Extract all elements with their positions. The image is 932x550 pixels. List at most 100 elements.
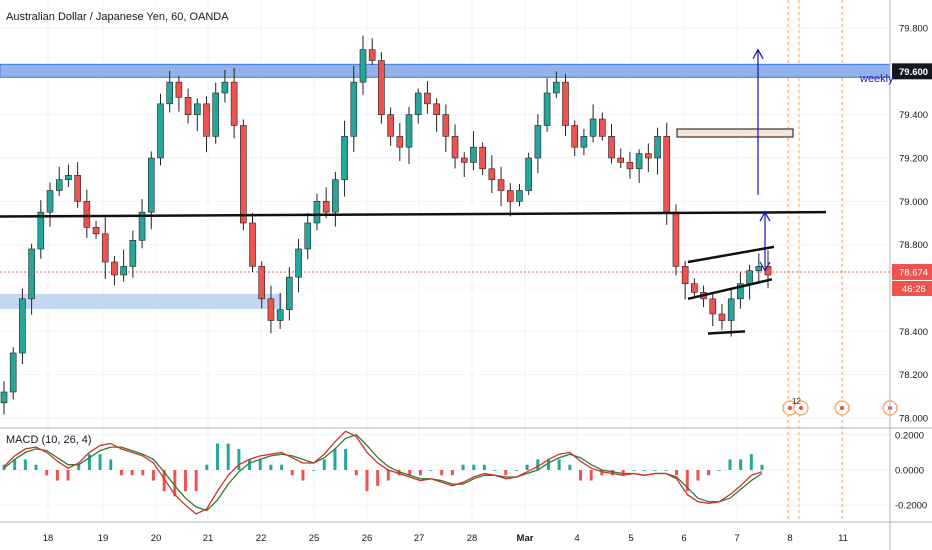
macd-histogram-bar [418,470,422,476]
candle-body [19,298,26,354]
candle-body [746,270,753,284]
time-tick-label: 5 [628,533,633,544]
candle-body [267,298,275,321]
event-marker-dot [787,405,793,411]
macd-tick-label: -0.2000 [895,501,927,512]
candle-body [709,298,717,315]
macd-histogram-bar [365,470,369,492]
candle-body [0,391,8,404]
macd-histogram-bar [525,464,529,470]
macd-histogram-bar [301,470,305,481]
macd-histogram-bar [130,470,134,476]
macd-histogram-bar [536,459,540,470]
candle-body [580,136,588,148]
macd-histogram-bar [290,470,294,476]
pennant-lower [687,278,773,301]
candle-body [368,49,376,61]
candle-body [55,179,63,191]
macd-histogram-bar [461,464,465,470]
macd-histogram-bar [312,470,316,471]
macd-line [3,430,763,515]
candle-body [414,92,422,115]
candle-body [46,190,54,213]
macd-histogram-bar [386,470,390,481]
time-tick-label: 8 [787,533,792,544]
candle-body [424,92,431,105]
candle-body [295,248,302,278]
price-tick-label: 78.800 [899,240,928,251]
macd-histogram-bar [408,470,412,476]
candle-body [451,136,459,159]
candle-body [599,118,606,137]
macd-histogram-bar [675,470,679,476]
price-tick-label: 79.200 [899,154,928,165]
resistance-price-tag [892,63,932,80]
candles[interactable] [0,35,772,415]
candle-body [65,175,72,180]
macd-histogram-bar [119,470,123,476]
macd-histogram-bar [611,470,615,476]
last-price-tag [892,263,932,280]
candle-body [672,211,680,267]
price-tick-label: 79.800 [899,24,928,35]
candle-body [727,298,735,321]
time-tick-label: 11 [838,533,848,544]
macd-histogram-bar [632,470,636,471]
macd-histogram-bar [685,470,689,492]
time-tick-label: 27 [414,533,425,544]
macd-histogram-bar [109,459,113,470]
candle-body [608,136,615,159]
macd-histogram-bar [55,470,59,481]
macd-histogram-bar [269,464,273,470]
candle-body [203,103,210,137]
arrow-weekly-head [752,48,764,59]
time-tick-label: 21 [203,533,214,544]
candle-body [663,136,671,213]
candle-body [184,97,192,115]
macd-histogram-bar [557,459,561,470]
time-tick-label: 22 [256,533,267,544]
time-tick-label: 19 [98,533,109,544]
time-tick-label: 7 [734,533,739,544]
candle-body [28,248,35,300]
macd-histogram-bar [77,464,81,470]
time-tick-label: Mar [517,533,534,544]
candle-body [157,103,164,159]
macd-histogram-bar [183,470,187,492]
macd-tick-label: 0.0000 [895,466,924,477]
candle-body [571,125,578,148]
candle-body [470,146,477,163]
price-tick-label: 78.000 [899,414,928,425]
candle-body [147,157,155,213]
macd-histogram-bar [151,470,155,481]
candle-body [378,60,385,115]
candle-body [212,92,220,137]
arrow-neckline-head [759,210,771,222]
drawings[interactable]: 12 [0,48,898,416]
macd-histogram-bar [173,470,177,497]
support-zone [0,294,282,309]
candle-body [101,233,109,263]
target-box [676,128,794,138]
macd-histogram-bar [66,470,70,481]
candle-body [83,201,91,228]
candle-body [129,240,137,267]
price-tick-label: 79.400 [899,110,928,121]
countdown-label: 46:26 [902,284,926,295]
macd-histogram-bar [440,470,444,476]
macd-histogram-bar [429,470,433,471]
time-tick-label: 25 [309,533,320,544]
macd-histogram-bar [472,464,476,470]
macd-histogram-bar [493,470,497,471]
macd-histogram-bar [664,470,668,471]
macd-pane[interactable] [2,430,764,515]
macd-histogram-bar [760,464,764,470]
time-tick-label: 26 [362,533,373,544]
candle-body [37,211,45,250]
macd-histogram-bar [23,459,27,470]
candle-body [433,103,440,115]
candle-body [488,168,496,180]
macd-histogram-bar [653,470,657,471]
candle-body [359,49,367,83]
